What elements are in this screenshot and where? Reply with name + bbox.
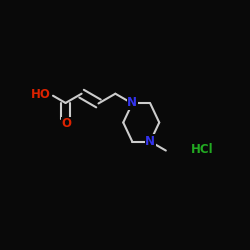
Text: HCl: HCl bbox=[191, 143, 214, 156]
Text: N: N bbox=[127, 96, 137, 110]
Text: O: O bbox=[61, 117, 71, 130]
Text: N: N bbox=[145, 134, 155, 147]
Text: HO: HO bbox=[31, 88, 51, 102]
